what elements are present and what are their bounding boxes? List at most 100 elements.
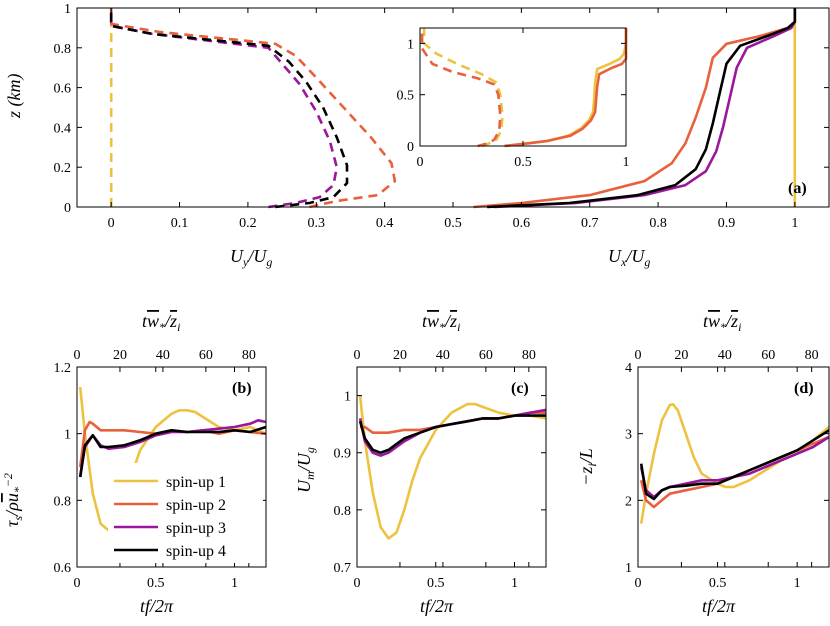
- panel-a-xtick-label: 0.3: [308, 216, 326, 231]
- panel-c-ytick-label: 1: [344, 390, 351, 405]
- legend-label-spin-up-2: spin-up 2: [166, 497, 226, 514]
- inset-spin-up-1-uy-line: [422, 28, 504, 148]
- panel-c-xlabel: tf/2π: [420, 596, 454, 616]
- panel-b-top-xtick-label: 0: [74, 348, 81, 363]
- panel-a-ytick-label: 0.2: [54, 161, 72, 176]
- panel-d-ytick-label: 1: [625, 561, 632, 576]
- panel-c-ylabel: Um/Ug: [294, 447, 317, 493]
- panel-d-top-xlabel: tw*/zi: [703, 311, 741, 334]
- panel-b-spin-up-1-line: [78, 386, 267, 532]
- panel-a-xtick-label: 0.9: [718, 216, 736, 231]
- panel-b-top-xtick-label: 60: [199, 348, 213, 363]
- panel-c-ytick-label: 0.9: [334, 447, 352, 462]
- panel-b-xtick-label: 1: [231, 576, 238, 591]
- panel-d-spin-up-1-line: [639, 402, 830, 524]
- panel-c-ytick-label: 0.7: [334, 561, 352, 576]
- panel-b-top-xlabel: tw*/zi: [142, 311, 180, 334]
- legend: spin-up 1 spin-up 2 spin-up 3 spin-up 4: [108, 463, 263, 563]
- panel-a-xtick-label: 0.5: [444, 216, 462, 231]
- panel-a-xlabel-right: Ux/Ug: [608, 246, 650, 269]
- panel-d-top-xtick-label: 40: [718, 348, 732, 363]
- panel-d-ytick-label: 3: [625, 428, 632, 443]
- inset-ytick-label: 1: [407, 37, 414, 52]
- panel-a-xtick-label: 1: [791, 216, 798, 231]
- panel-b-top-xtick-label: 80: [242, 348, 256, 363]
- panel-c-top-xtick-label: 80: [522, 348, 536, 363]
- panel-a-spin-up-4-uy-line: [109, 8, 349, 209]
- panel-d-label: (d): [794, 380, 814, 397]
- panel-b-ytick-label: 0.6: [54, 561, 72, 576]
- panel-d-xtick-label: 0.5: [709, 576, 727, 591]
- panel-a-spin-up-4-ux-line: [487, 8, 797, 209]
- panel-b-ylabel: τs/ρu*−2: [1, 473, 25, 527]
- inset-xtick-label: 0: [417, 155, 424, 170]
- panel-d-top-xtick-label: 80: [805, 348, 819, 363]
- panel-b-xtick-label: 0.5: [147, 576, 165, 591]
- inset-spin-up-2-ux-line: [504, 28, 628, 148]
- panel-b-xtick-label: 0: [74, 576, 81, 591]
- panel-c-frame: [356, 366, 547, 568]
- panel-a-xtick-label: 0.7: [581, 216, 599, 231]
- panel-a-ytick-label: 0.8: [54, 42, 72, 57]
- panel-d-spin-up-4-line: [639, 429, 830, 501]
- panel-c-spin-up-1-line: [358, 395, 547, 540]
- panel-b-ytick-label: 1.2: [54, 361, 72, 376]
- panel-d-top-xtick-label: 0: [635, 348, 642, 363]
- panel-c-xtick-label: 0.5: [427, 576, 445, 591]
- panel-b-ytick-label: 1: [64, 428, 71, 443]
- panel-c-spin-up-4-line: [358, 414, 546, 455]
- panel-c: 0 0.5 1 0 20 40 60 80 0.7 0.8 0.9 1 tw*/zi tf/2π Um…: [294, 311, 547, 616]
- panel-b-label: (b): [232, 380, 252, 397]
- panel-b-top-xtick-label: 20: [113, 348, 127, 363]
- panel-a-xtick-label: 0.4: [376, 216, 394, 231]
- panel-a-xlabel-left: Uy/Ug: [230, 246, 272, 269]
- panel-b-top-xtick-label: 40: [156, 348, 170, 363]
- panel-a: 0 0.1 0.2 0.3 0.4 0.5 0.6 0.7 0.8 0.9 1 0 0.2 0.4 0.6 0…: [4, 2, 830, 269]
- panel-c-xtick-label: 1: [511, 576, 518, 591]
- panel-a-ytick-label: 1: [64, 2, 71, 17]
- panel-d-xlabel: tf/2π: [702, 596, 736, 616]
- panel-a-xtick-label: 0.6: [513, 216, 531, 231]
- panel-d-top-xtick-label: 20: [674, 348, 688, 363]
- panel-b: 0 0.5 1 0 20 40 60 80 0.6 0.8 1 1.2 tw*/zi tf/2π τs…: [1, 311, 267, 616]
- legend-label-spin-up-3: spin-up 3: [166, 520, 226, 537]
- panel-c-top-xlabel: tw*/zi: [422, 311, 460, 334]
- panel-d-ylabel: −zi/L: [576, 448, 599, 486]
- panel-a-xtick-label: 0.1: [171, 216, 189, 231]
- panel-d-xtick-label: 0: [635, 576, 642, 591]
- panel-b-ytick-label: 0.8: [54, 494, 72, 509]
- panel-a-ytick-label: 0: [64, 201, 71, 216]
- panel-a-ylabel: z (km): [4, 74, 25, 119]
- panel-d-frame: [637, 366, 830, 568]
- inset-xtick-label: 0.5: [514, 155, 532, 170]
- panel-a-xtick-label: 0: [108, 216, 115, 231]
- panel-c-label: (c): [511, 380, 529, 397]
- inset: 0 0.5 1 0 0.5 1: [397, 27, 630, 170]
- legend-label-spin-up-1: spin-up 1: [166, 474, 226, 491]
- panel-c-top-xtick-label: 60: [479, 348, 493, 363]
- panel-a-ytick-label: 0.4: [54, 121, 72, 136]
- panel-a-label: (a): [788, 180, 807, 197]
- panel-d-ytick-label: 4: [625, 361, 632, 376]
- legend-label-spin-up-4: spin-up 4: [166, 543, 226, 560]
- panel-b-spin-up-4-line: [78, 425, 267, 478]
- panel-d-xtick-label: 1: [794, 576, 801, 591]
- panel-d-top-xtick-label: 60: [761, 348, 775, 363]
- panel-c-xtick-label: 0: [354, 576, 361, 591]
- panel-c-ytick-label: 0.8: [334, 504, 352, 519]
- panel-c-top-xtick-label: 20: [393, 348, 407, 363]
- panel-b-frame: [76, 366, 267, 568]
- panel-d-ytick-label: 2: [625, 494, 632, 509]
- panel-a-spin-up-3-ux-line: [493, 8, 797, 209]
- panel-c-top-xtick-label: 40: [436, 348, 450, 363]
- panel-a-xtick-label: 0.2: [239, 216, 257, 231]
- panel-a-ytick-label: 0.6: [54, 82, 72, 97]
- inset-xtick-label: 1: [623, 155, 630, 170]
- inset-ytick-label: 0.5: [397, 89, 415, 104]
- panel-c-top-xtick-label: 0: [354, 348, 361, 363]
- inset-spin-up-2-uy-line: [420, 28, 502, 148]
- inset-ytick-label: 0: [407, 140, 414, 155]
- panel-a-spin-up-2-uy-line: [109, 8, 397, 209]
